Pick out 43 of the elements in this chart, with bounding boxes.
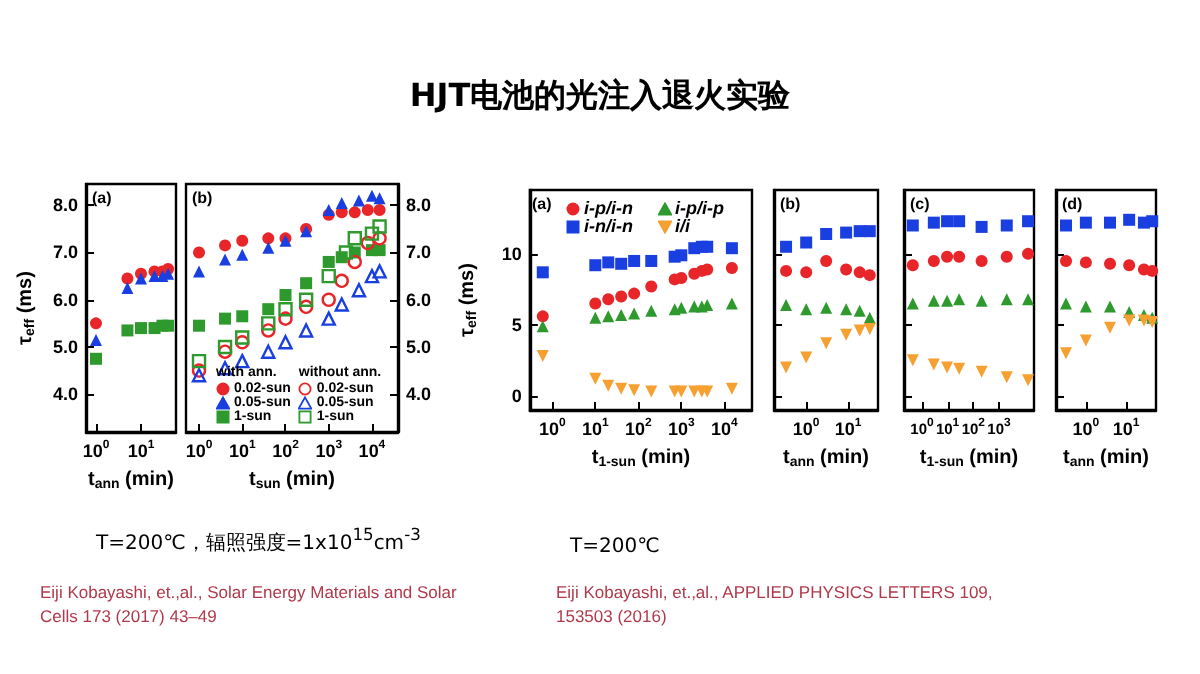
point	[853, 304, 866, 317]
point	[820, 228, 833, 240]
legend-label: i-p/i-p	[675, 198, 724, 218]
point	[820, 337, 833, 350]
y-tick-label: 4.0	[406, 384, 432, 405]
point	[780, 361, 793, 374]
legend-label: i-n/i-n	[584, 216, 633, 236]
text: T=200℃	[570, 536, 660, 558]
annotation: (b)	[780, 195, 802, 213]
legend-label: i/i	[675, 216, 691, 236]
point	[780, 298, 793, 311]
y-tick-label: 7.0	[406, 242, 432, 263]
point	[800, 303, 813, 316]
point	[820, 301, 833, 314]
text: Eiji Kobayashi, et.,al., Solar Energy Materials and Solar Cells 173 (2017) 43–49	[40, 580, 459, 628]
annotation: (a)	[92, 189, 113, 207]
point	[780, 264, 793, 277]
point	[853, 266, 866, 279]
y-tick-label: 0	[511, 385, 522, 406]
y-tick-label: 5	[511, 314, 522, 335]
annotation: (b)	[192, 189, 214, 207]
point	[800, 236, 813, 249]
text: Eiji Kobayashi, et.,al., APPLIED PHYSICS LETTERS 109, 153503 (2016)	[556, 580, 995, 628]
y-tick-label: 5.0	[52, 336, 78, 357]
annotation: (a)	[532, 195, 553, 213]
annotation: (c)	[910, 195, 931, 213]
annotation: (d)	[1062, 195, 1084, 213]
point	[853, 324, 866, 337]
y-tick-label: 8.0	[406, 195, 432, 216]
y-tick-label: 5.0	[406, 336, 432, 357]
y-tick-label: 7.0	[52, 242, 78, 263]
y-tick-label: 6.0	[406, 289, 432, 310]
chart-title: HJT电池的光注入退火实验	[407, 76, 793, 118]
y-tick-label: 4.0	[52, 384, 78, 405]
y-tick-label: 8.0	[52, 195, 78, 216]
text: T=200℃，辐照强度=1x10$^{15}$cm$^{-3}$	[96, 524, 421, 557]
point	[780, 240, 793, 253]
y-tick-label: 10	[501, 243, 522, 264]
point	[800, 351, 813, 364]
point	[820, 254, 833, 267]
y-tick-label: 6.0	[52, 289, 78, 310]
point	[800, 266, 813, 279]
legend-label: i-p/i-n	[584, 198, 633, 218]
